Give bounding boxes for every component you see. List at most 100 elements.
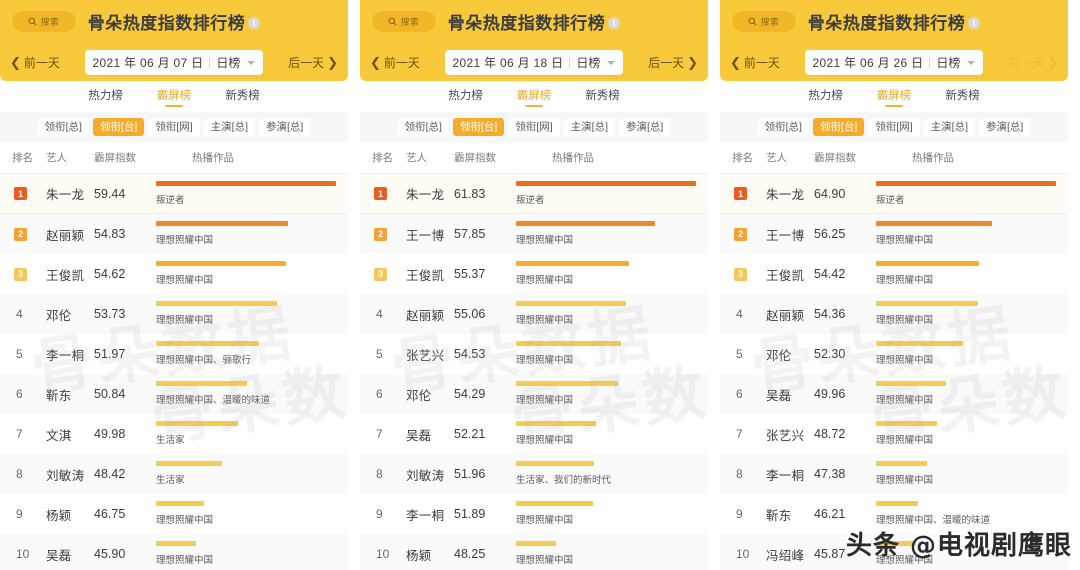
chevron-down-icon[interactable]	[607, 60, 616, 65]
table-row[interactable]: 2 王一博 57.85 理想照耀中国	[360, 214, 708, 254]
artist-name[interactable]: 邓伦	[766, 348, 792, 363]
next-day-button[interactable]: 后一天 ❯	[288, 54, 338, 71]
work-title[interactable]: 理想照耀中国	[516, 235, 574, 246]
artist-name[interactable]: 杨颖	[46, 508, 72, 523]
work-title[interactable]: 理想照耀中国	[156, 555, 214, 566]
table-row[interactable]: 8 刘敏涛 48.42 生活家	[0, 454, 348, 494]
artist-name[interactable]: 王俊凯	[406, 268, 445, 283]
work-title[interactable]: 理想照耀中国、温暖的味道	[156, 395, 271, 406]
table-row[interactable]: 9 李一桐 51.89 理想照耀中国	[360, 494, 708, 534]
work-title[interactable]: 叛逆者	[516, 194, 545, 206]
filter-chip-1[interactable]: 领衔[台]	[812, 117, 865, 137]
table-row[interactable]: 3 王俊凯 54.62 理想照耀中国	[0, 254, 348, 294]
artist-name[interactable]: 杨颖	[406, 548, 432, 563]
table-row[interactable]: 4 邓伦 53.73 理想照耀中国	[0, 294, 348, 334]
work-title[interactable]: 理想照耀中国	[156, 275, 214, 286]
table-row[interactable]: 10 冯绍峰 45.87 理想照耀中国	[720, 534, 1068, 570]
info-icon[interactable]: i	[248, 16, 261, 29]
prev-day-button[interactable]: ❮ 前一天	[10, 54, 60, 71]
tab-1[interactable]: 霸屏榜	[877, 87, 912, 106]
work-title[interactable]: 理想照耀中国	[876, 275, 934, 286]
filter-chip-4[interactable]: 参演[总]	[979, 117, 1031, 137]
artist-name[interactable]: 王俊凯	[766, 268, 805, 283]
filter-chip-3[interactable]: 主演[总]	[923, 117, 976, 137]
tab-0[interactable]: 热力榜	[88, 90, 123, 102]
work-title[interactable]: 叛逆者	[156, 194, 185, 206]
table-row[interactable]: 6 靳东 50.84 理想照耀中国、温暖的味道	[0, 374, 348, 414]
table-row[interactable]: 1 朱一龙 59.44 叛逆者	[0, 174, 348, 214]
artist-name[interactable]: 李一桐	[766, 468, 805, 483]
filter-chip-3[interactable]: 主演[总]	[203, 117, 256, 137]
work-title[interactable]: 理想照耀中国	[516, 435, 574, 446]
work-title[interactable]: 理想照耀中国	[156, 515, 214, 526]
chevron-down-icon[interactable]	[967, 60, 976, 65]
artist-name[interactable]: 刘敏涛	[46, 468, 85, 483]
artist-name[interactable]: 文淇	[46, 428, 72, 443]
artist-name[interactable]: 冯绍峰	[766, 548, 805, 563]
artist-name[interactable]: 李一桐	[46, 348, 85, 363]
work-title[interactable]: 理想照耀中国、骊歌行	[156, 355, 252, 366]
artist-name[interactable]: 邓伦	[406, 388, 432, 403]
filter-chip-0[interactable]: 领衔[总]	[37, 117, 89, 137]
artist-name[interactable]: 李一桐	[406, 508, 445, 523]
work-title[interactable]: 理想照耀中国	[156, 315, 214, 326]
date-selector[interactable]: 2021 年 06 月 26 日日榜	[804, 50, 984, 75]
table-row[interactable]: 9 杨颖 46.75 理想照耀中国	[0, 494, 348, 534]
filter-chip-0[interactable]: 领衔[总]	[757, 117, 809, 137]
artist-name[interactable]: 张艺兴	[406, 348, 445, 363]
artist-name[interactable]: 赵丽颖	[766, 308, 805, 323]
filter-chip-0[interactable]: 领衔[总]	[397, 117, 449, 137]
tab-1[interactable]: 霸屏榜	[517, 87, 552, 106]
table-row[interactable]: 5 张艺兴 54.53 理想照耀中国	[360, 334, 708, 374]
prev-day-button[interactable]: ❮ 前一天	[730, 54, 780, 71]
artist-name[interactable]: 王俊凯	[46, 268, 85, 283]
work-title[interactable]: 理想照耀中国	[876, 555, 934, 566]
table-row[interactable]: 5 李一桐 51.97 理想照耀中国、骊歌行	[0, 334, 348, 374]
work-title[interactable]: 理想照耀中国	[156, 235, 214, 246]
table-row[interactable]: 8 刘敏涛 51.96 生活家、我们的新时代	[360, 454, 708, 494]
table-row[interactable]: 1 朱一龙 61.83 叛逆者	[360, 174, 708, 214]
artist-name[interactable]: 赵丽颖	[46, 228, 85, 243]
filter-chip-2[interactable]: 领衔[网]	[148, 117, 200, 137]
work-title[interactable]: 理想照耀中国	[516, 395, 574, 406]
table-row[interactable]: 2 王一博 56.25 理想照耀中国	[720, 214, 1068, 254]
work-title[interactable]: 理想照耀中国	[876, 395, 934, 406]
artist-name[interactable]: 靳东	[766, 508, 792, 523]
date-selector[interactable]: 2021 年 06 月 07 日日榜	[84, 50, 264, 75]
work-title[interactable]: 生活家	[156, 475, 185, 486]
table-row[interactable]: 5 邓伦 52.30 理想照耀中国	[720, 334, 1068, 374]
chevron-down-icon[interactable]	[247, 60, 256, 65]
table-row[interactable]: 7 文淇 49.98 生活家	[0, 414, 348, 454]
artist-name[interactable]: 吴磊	[46, 548, 72, 563]
work-title[interactable]: 叛逆者	[876, 194, 905, 206]
work-title[interactable]: 理想照耀中国	[876, 315, 934, 326]
filter-chip-3[interactable]: 主演[总]	[563, 117, 616, 137]
next-day-button[interactable]: 后一天 ❯	[648, 54, 698, 71]
table-row[interactable]: 7 吴磊 52.21 理想照耀中国	[360, 414, 708, 454]
artist-name[interactable]: 赵丽颖	[406, 308, 445, 323]
tab-0[interactable]: 热力榜	[808, 90, 843, 102]
artist-name[interactable]: 刘敏涛	[406, 468, 445, 483]
table-row[interactable]: 6 吴磊 49.96 理想照耀中国	[720, 374, 1068, 414]
filter-chip-4[interactable]: 参演[总]	[619, 117, 671, 137]
search-button[interactable]: 搜索	[12, 11, 76, 32]
tab-2[interactable]: 新秀榜	[225, 90, 260, 102]
work-title[interactable]: 理想照耀中国	[876, 355, 934, 366]
filter-chip-1[interactable]: 领衔[台]	[452, 117, 505, 137]
table-row[interactable]: 7 张艺兴 48.72 理想照耀中国	[720, 414, 1068, 454]
search-button[interactable]: 搜索	[372, 11, 436, 32]
tab-2[interactable]: 新秀榜	[945, 90, 980, 102]
work-title[interactable]: 理想照耀中国	[516, 275, 574, 286]
work-title[interactable]: 理想照耀中国	[516, 555, 574, 566]
work-title[interactable]: 理想照耀中国	[876, 475, 934, 486]
filter-chip-2[interactable]: 领衔[网]	[508, 117, 560, 137]
table-row[interactable]: 10 吴磊 45.90 理想照耀中国	[0, 534, 348, 570]
artist-name[interactable]: 邓伦	[46, 308, 72, 323]
table-row[interactable]: 3 王俊凯 54.42 理想照耀中国	[720, 254, 1068, 294]
table-row[interactable]: 9 靳东 46.21 理想照耀中国、温暖的味道	[720, 494, 1068, 534]
table-row[interactable]: 6 邓伦 54.29 理想照耀中国	[360, 374, 708, 414]
tab-2[interactable]: 新秀榜	[585, 90, 620, 102]
work-title[interactable]: 理想照耀中国	[516, 515, 574, 526]
table-row[interactable]: 1 朱一龙 64.90 叛逆者	[720, 174, 1068, 214]
artist-name[interactable]: 王一博	[406, 228, 445, 243]
